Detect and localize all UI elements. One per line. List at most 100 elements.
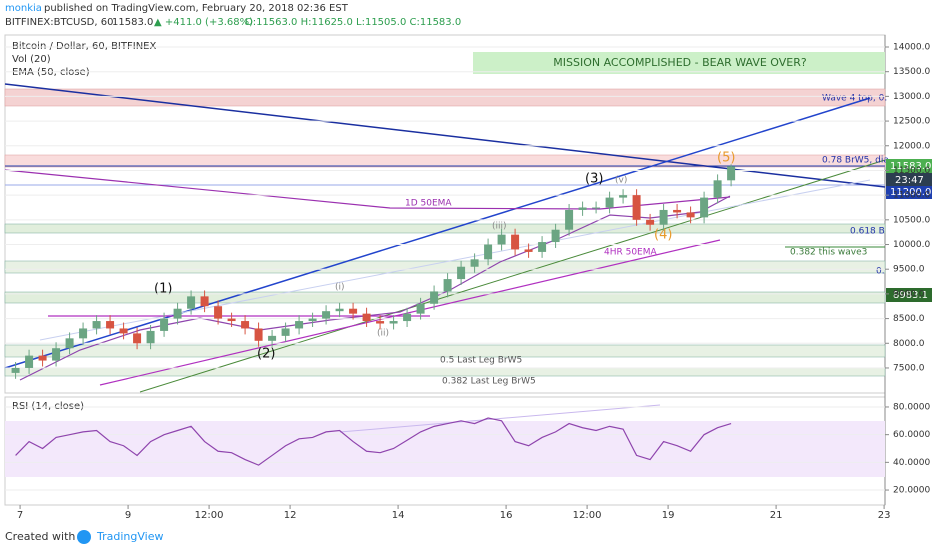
- support-zone: [4, 367, 886, 377]
- candle-body: [713, 180, 722, 198]
- candle-body: [538, 242, 547, 252]
- candle-body: [457, 266, 466, 280]
- candle-body: [173, 308, 182, 319]
- candle-body: [686, 212, 695, 218]
- annotation: 0.: [876, 267, 885, 277]
- candle-body: [362, 313, 371, 322]
- candle-body: [295, 321, 304, 329]
- wave-label: (5): [717, 151, 735, 166]
- candle-body: [632, 195, 641, 220]
- banner-text: MISSION ACCOMPLISHED - BEAR WAVE OVER?: [553, 56, 807, 69]
- candle-body: [416, 303, 425, 314]
- published: published on TradingView.com, February 2…: [44, 3, 349, 14]
- candle-body: [52, 348, 61, 361]
- annotation: 0.5 Last Leg BrW5: [440, 356, 522, 366]
- x-tick-label: 23: [878, 510, 891, 521]
- candle-body: [38, 355, 47, 361]
- annotation: 4HR 50EMA: [604, 248, 658, 258]
- candle-body: [592, 207, 601, 209]
- x-tick-label: 9: [125, 510, 131, 521]
- candle-body: [133, 333, 142, 344]
- support-zone: [4, 223, 886, 234]
- legend-item: EMA (50, close): [12, 67, 90, 78]
- candle-body: [25, 355, 34, 368]
- candle-body: [268, 335, 277, 341]
- candle-body: [619, 195, 628, 198]
- candle-body: [403, 313, 412, 322]
- support-zone: [4, 344, 886, 358]
- x-tick-label: 21: [770, 510, 783, 521]
- annotation: Wave 4 top, 0.: [822, 94, 887, 104]
- x-tick-label: 12: [284, 510, 297, 521]
- ohlc: O:11563.0 H:11625.0 L:11505.0 C:11583.0: [245, 17, 461, 28]
- candle-body: [65, 338, 74, 349]
- symbol: BITFINEX:BTCUSD, 60: [5, 17, 113, 28]
- rsi-line: [15, 417, 732, 466]
- candle-body: [241, 321, 250, 329]
- y-tick-label: 11000.0: [893, 191, 930, 201]
- author[interactable]: monkia: [5, 3, 42, 14]
- candle-body: [673, 209, 682, 213]
- candle-body: [578, 207, 587, 210]
- candle-body: [524, 249, 533, 252]
- wave-label: (2): [257, 347, 275, 362]
- candle-body: [335, 308, 344, 312]
- y-tick-label: 80.0000: [893, 402, 930, 412]
- trendline: [4, 97, 871, 369]
- y-tick-label: 8000.0: [893, 339, 925, 349]
- y-tick-label: 12500.0: [893, 117, 930, 127]
- y-tick-label: 9000.0: [893, 289, 925, 299]
- banner: [473, 52, 885, 74]
- candle-body: [160, 318, 169, 331]
- trendline: [4, 83, 886, 188]
- candle-body: [308, 318, 317, 322]
- wave-label: (4): [654, 228, 672, 243]
- annotation: 0.78 BrW5, dia: [822, 156, 889, 166]
- resistance-zone: [4, 154, 886, 168]
- y-tick-label: 13500.0: [893, 67, 930, 77]
- resistance-zone: [4, 88, 886, 107]
- x-tick-label: 12:00: [195, 510, 224, 521]
- y-tick-label: 12000.0: [893, 141, 930, 151]
- candle-body: [281, 328, 290, 336]
- time-badge-text: 23:47: [895, 175, 924, 186]
- candle-body: [727, 166, 736, 181]
- ema-4h: [99, 239, 721, 386]
- annotation: 0.618 B: [850, 227, 885, 237]
- candle-body: [92, 321, 101, 329]
- footer-brand[interactable]: TradingView: [96, 530, 163, 543]
- candle-body: [646, 219, 655, 225]
- candle-body: [443, 279, 452, 292]
- annotation: 0.382 this wave3: [790, 248, 867, 258]
- y-tick-label: 20.0000: [893, 486, 930, 496]
- y-tick-label: 14000.0: [893, 42, 930, 52]
- candle-body: [376, 321, 385, 324]
- x-tick-label: 7: [17, 510, 23, 521]
- candle-body: [349, 308, 358, 314]
- ema-1d: [4, 169, 731, 210]
- y-tick-label: 11500.0: [893, 166, 930, 176]
- ema-50: [19, 195, 731, 381]
- candle-body: [254, 328, 263, 341]
- rsi-band: [5, 421, 885, 477]
- logo: [77, 530, 91, 544]
- candle-body: [511, 234, 520, 250]
- y-tick-label: 10500.0: [893, 215, 930, 225]
- candle-body: [430, 291, 439, 304]
- candle-body: [389, 321, 398, 324]
- price-badge-text: 11583.0: [890, 161, 931, 172]
- candle-body: [11, 367, 20, 373]
- trendline: [139, 159, 886, 393]
- candle-body: [227, 318, 236, 322]
- footer-text: Created with: [5, 530, 75, 543]
- y-tick-label: 60.0000: [893, 430, 930, 440]
- candle-body: [551, 229, 560, 243]
- candle-body: [565, 209, 574, 230]
- y-tick-label: 8500.0: [893, 314, 925, 324]
- support-zone: [4, 260, 886, 274]
- candle-body: [79, 328, 88, 339]
- legend-item: Vol (20): [12, 54, 51, 65]
- wave-label: (ii): [377, 329, 389, 339]
- wave-label: (1): [154, 282, 172, 297]
- price-badge-text: 8983.1: [893, 290, 928, 301]
